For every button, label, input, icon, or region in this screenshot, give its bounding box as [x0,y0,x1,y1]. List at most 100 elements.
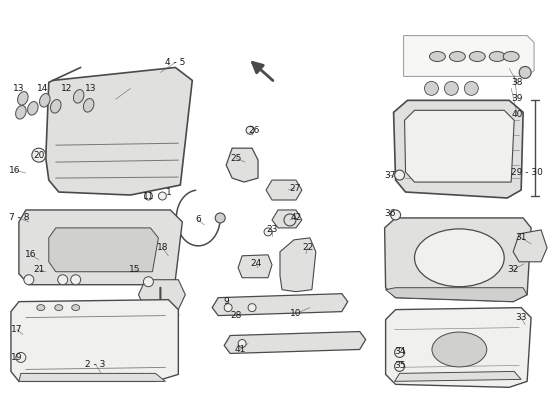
Circle shape [32,148,46,162]
Polygon shape [19,210,182,285]
Text: 35: 35 [394,361,405,370]
Polygon shape [139,280,185,310]
Polygon shape [386,288,527,302]
Text: 4 - 5: 4 - 5 [165,58,185,67]
Text: 27: 27 [289,184,301,192]
Ellipse shape [430,52,446,62]
Text: 29 - 30: 29 - 30 [511,168,543,176]
Text: 40: 40 [512,110,523,119]
Polygon shape [19,373,166,381]
Circle shape [248,304,256,312]
Circle shape [215,213,225,223]
Ellipse shape [51,100,61,113]
Text: 24: 24 [250,259,262,268]
Circle shape [144,277,153,287]
Text: 2 - 3: 2 - 3 [85,360,106,369]
Ellipse shape [28,102,38,115]
Text: 32: 32 [508,265,519,274]
Ellipse shape [469,52,485,62]
Ellipse shape [40,94,50,107]
Ellipse shape [432,332,487,367]
Ellipse shape [84,98,94,112]
Ellipse shape [415,229,504,287]
Text: 6: 6 [195,216,201,224]
Text: 1: 1 [166,188,171,196]
Circle shape [519,66,531,78]
Circle shape [158,192,167,200]
Polygon shape [384,218,531,302]
Text: 26: 26 [249,126,260,135]
Text: 18: 18 [157,243,168,252]
Circle shape [425,82,438,95]
Polygon shape [386,308,531,387]
Circle shape [246,126,254,134]
Text: 42: 42 [290,214,301,222]
Text: 20: 20 [33,151,45,160]
Polygon shape [46,68,192,195]
Circle shape [444,82,458,95]
Polygon shape [49,228,158,272]
Text: 23: 23 [266,225,278,234]
Ellipse shape [503,52,519,62]
Text: 17: 17 [11,325,23,334]
Circle shape [24,275,34,285]
Polygon shape [394,100,523,198]
Ellipse shape [55,305,63,311]
Text: 37: 37 [384,170,395,180]
Text: 19: 19 [11,353,23,362]
Ellipse shape [74,90,84,103]
Circle shape [71,275,81,285]
Circle shape [58,275,68,285]
Polygon shape [513,230,547,262]
Text: 21: 21 [33,265,45,274]
Text: 13: 13 [13,84,25,93]
Polygon shape [11,300,178,381]
Polygon shape [405,110,514,182]
Circle shape [238,340,246,348]
Text: 10: 10 [290,309,302,318]
Text: 33: 33 [515,313,527,322]
Circle shape [394,348,405,358]
Text: 39: 39 [512,94,523,103]
Polygon shape [404,36,534,76]
Circle shape [264,228,272,236]
Text: 38: 38 [512,78,523,87]
Circle shape [16,352,26,362]
Polygon shape [226,148,258,182]
Ellipse shape [15,106,26,119]
Text: 31: 31 [515,233,527,242]
Text: 16: 16 [9,166,21,175]
Ellipse shape [72,305,80,311]
Text: 16: 16 [25,250,37,259]
Text: 36: 36 [384,210,395,218]
Circle shape [394,362,405,372]
Text: 41: 41 [234,345,246,354]
Text: 7 - 8: 7 - 8 [9,214,29,222]
Text: 12: 12 [61,84,73,93]
Text: 25: 25 [230,154,242,163]
Text: 28: 28 [230,311,242,320]
Text: 15: 15 [129,265,140,274]
Circle shape [390,210,400,220]
Text: 14: 14 [37,84,48,93]
Circle shape [145,192,152,200]
Polygon shape [224,332,366,354]
Ellipse shape [449,52,465,62]
Ellipse shape [37,305,45,311]
Polygon shape [394,372,521,381]
Circle shape [224,304,232,312]
Polygon shape [238,255,272,278]
Ellipse shape [18,92,28,105]
Text: 13: 13 [85,84,96,93]
Text: 11: 11 [142,192,154,200]
Ellipse shape [490,52,505,62]
Polygon shape [212,294,348,316]
Text: 34: 34 [394,347,405,356]
Circle shape [394,170,405,180]
Polygon shape [280,238,316,292]
Text: 9: 9 [223,297,229,306]
Circle shape [464,82,478,95]
Text: 22: 22 [302,243,313,252]
Polygon shape [272,210,302,228]
Polygon shape [266,180,302,200]
